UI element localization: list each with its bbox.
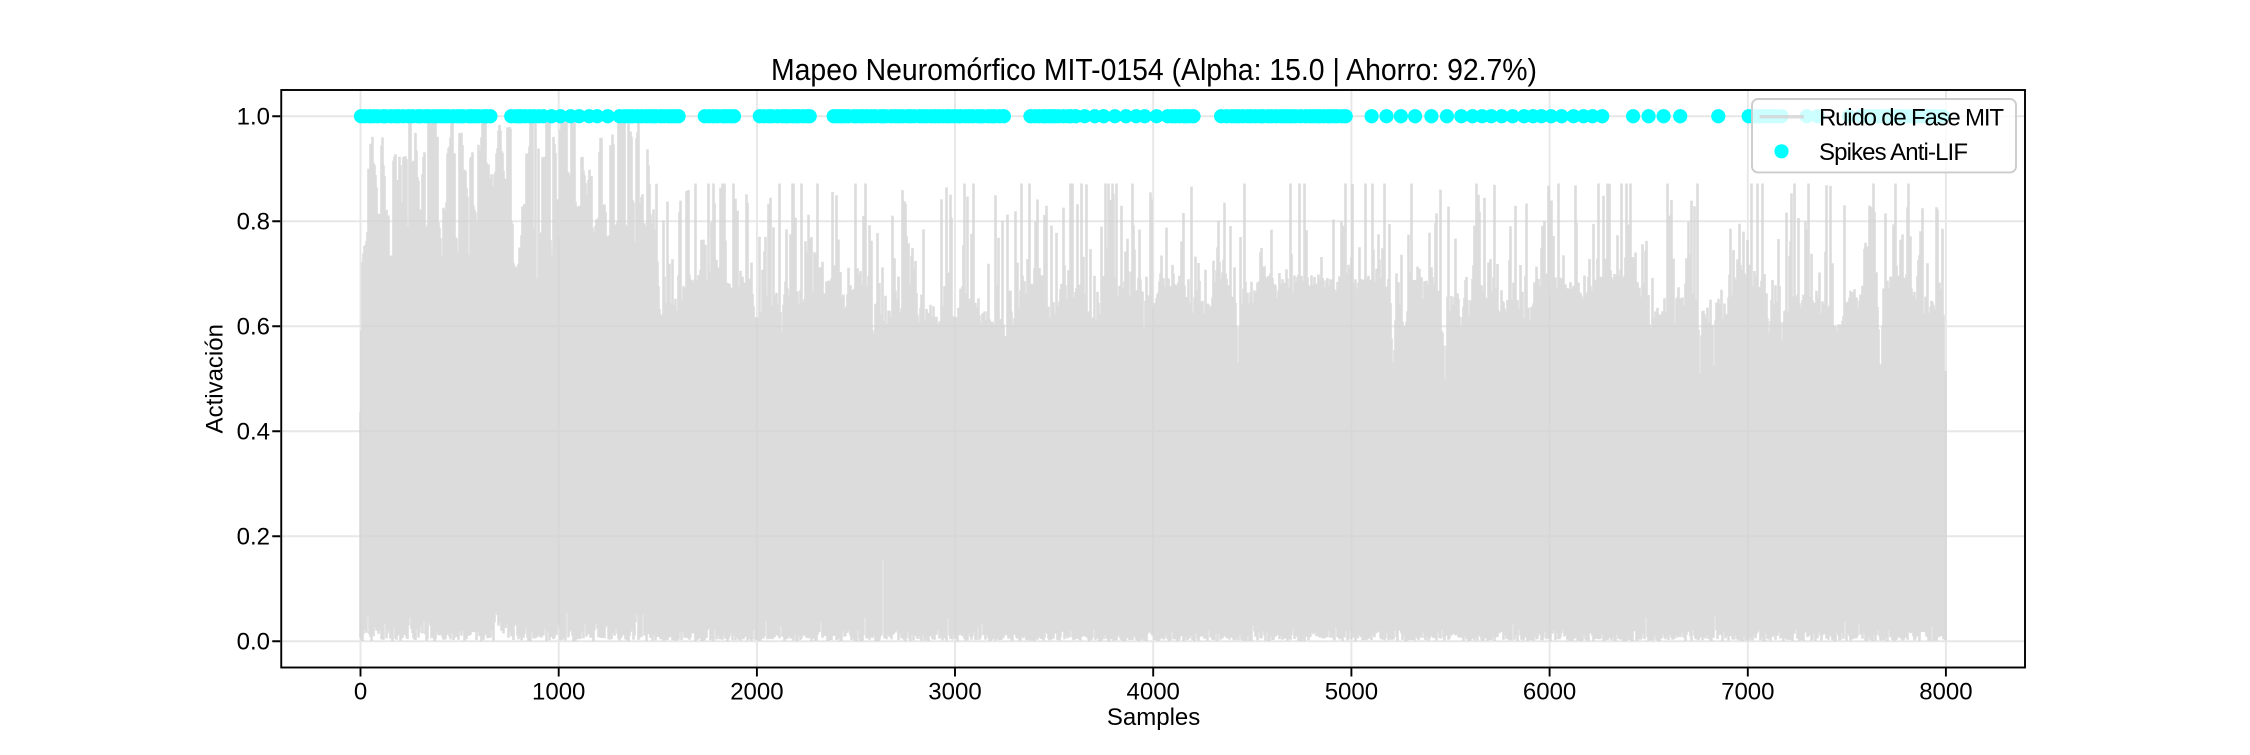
svg-text:2000: 2000 xyxy=(730,678,783,705)
svg-text:0.2: 0.2 xyxy=(237,524,270,551)
svg-text:Spikes Anti-LIF: Spikes Anti-LIF xyxy=(1819,139,1968,166)
svg-text:Activación: Activación xyxy=(202,324,229,433)
svg-text:3000: 3000 xyxy=(928,678,981,705)
svg-text:6000: 6000 xyxy=(1523,678,1576,705)
svg-text:0.4: 0.4 xyxy=(237,419,270,446)
svg-text:0.0: 0.0 xyxy=(237,629,270,656)
svg-text:8000: 8000 xyxy=(1919,678,1972,705)
svg-text:1.0: 1.0 xyxy=(237,104,270,131)
svg-text:1000: 1000 xyxy=(532,678,585,705)
svg-text:Ruido de Fase MIT: Ruido de Fase MIT xyxy=(1819,104,2004,131)
svg-text:5000: 5000 xyxy=(1325,678,1378,705)
svg-text:4000: 4000 xyxy=(1127,678,1180,705)
svg-text:Samples: Samples xyxy=(1107,704,1200,731)
svg-text:7000: 7000 xyxy=(1721,678,1774,705)
svg-text:0.8: 0.8 xyxy=(237,209,270,236)
svg-text:Mapeo Neuromórfico MIT-0154 (A: Mapeo Neuromórfico MIT-0154 (Alpha: 15.0… xyxy=(771,52,1537,87)
svg-text:0.6: 0.6 xyxy=(237,314,270,341)
svg-text:0: 0 xyxy=(354,678,367,705)
